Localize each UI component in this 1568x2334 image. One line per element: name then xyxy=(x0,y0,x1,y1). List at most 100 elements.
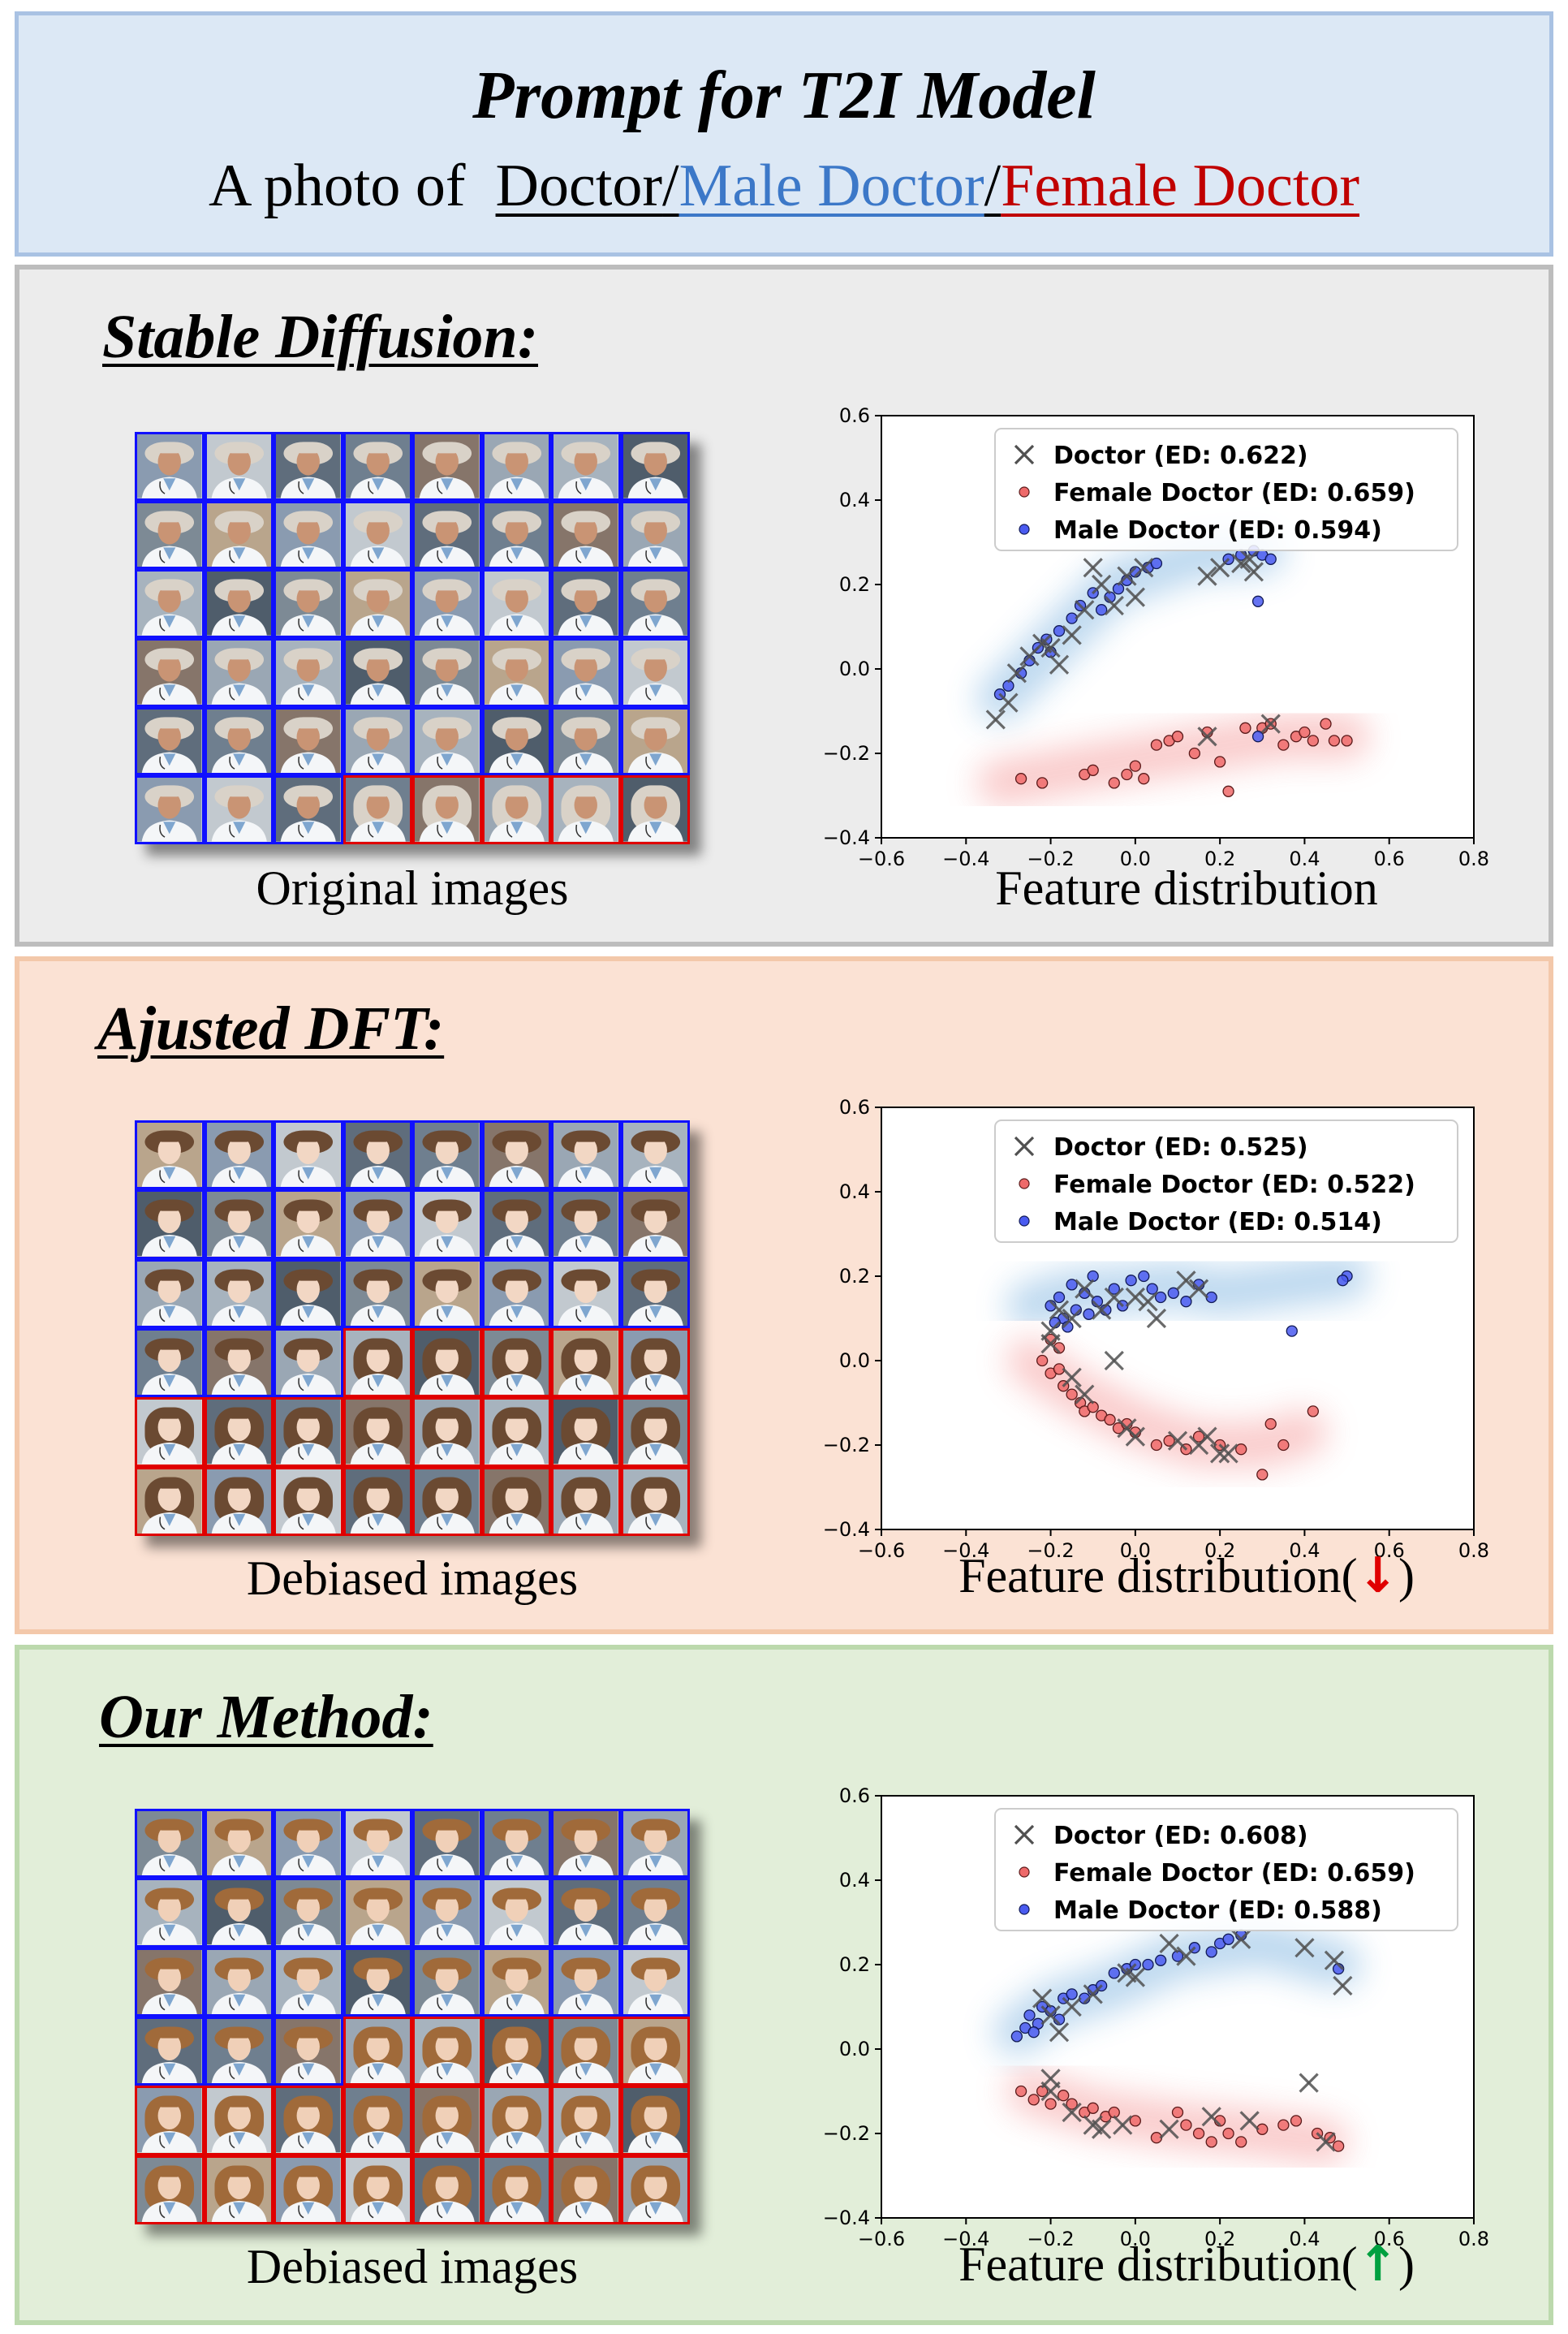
male-doctor-photo xyxy=(204,1258,274,1328)
female-doctor-photo xyxy=(204,1466,274,1536)
legend-label: Male Doctor (ED: 0.514) xyxy=(1053,1208,1382,1236)
prompt-female-doctor: Female Doctor xyxy=(1001,153,1360,219)
doctor-point xyxy=(1125,587,1145,607)
doctor-point xyxy=(1316,2132,1336,2152)
male-doctor-photo xyxy=(412,1947,482,2017)
x-tick-label: −0.4 xyxy=(942,848,989,870)
male-doctor-photo xyxy=(274,637,343,707)
doctor-point xyxy=(1159,2119,1179,2139)
x-tick-label: −0.4 xyxy=(942,1539,989,1562)
male-doctor-photo xyxy=(274,1189,343,1259)
male-density-band xyxy=(977,528,1286,722)
male-doctor-photo xyxy=(204,1189,274,1259)
male-doctor-photo xyxy=(342,1258,412,1328)
feature-distribution-chart: −0.6 −0.4 −0.2 0.0 0.2 0.4 0.6 0.8−0.4−0.20.00.… xyxy=(823,1096,1489,1562)
male-doctor-point xyxy=(1066,1988,1078,2000)
legend: Doctor (ED: 0.608) Female Doctor (ED: 0.6… xyxy=(994,1808,1458,1931)
x-tick-label: 0.0 xyxy=(1120,848,1151,870)
section-title-adjusted-dft: Ajusted DFT: xyxy=(97,994,445,1063)
male-doctor-photo xyxy=(342,500,412,570)
y-tick-label: 0.4 xyxy=(839,489,870,511)
female-doctor-point xyxy=(1290,2115,1303,2127)
male-doctor-photo xyxy=(135,1120,205,1190)
male-doctor-photo xyxy=(481,1878,551,1948)
male-doctor-point xyxy=(1286,1325,1298,1337)
female-doctor-point xyxy=(1163,1434,1175,1447)
female-doctor-point xyxy=(1104,1413,1116,1426)
chart-caption: Feature distribution(↑) xyxy=(854,2236,1519,2293)
male-doctor-photo xyxy=(135,637,205,707)
doctor-point xyxy=(1201,2107,1221,2127)
male-doctor-photo xyxy=(274,2017,343,2086)
doctor-point xyxy=(1104,595,1124,616)
male-doctor-photo xyxy=(135,500,205,570)
female-doctor-photo xyxy=(135,1397,205,1467)
male-doctor-photo xyxy=(620,569,690,638)
female-doctor-photo xyxy=(342,1466,412,1536)
male-doctor-photo xyxy=(135,1947,205,2017)
male-doctor-photo xyxy=(135,1809,205,1879)
male-doctor-photo xyxy=(481,1120,551,1190)
x-tick-label: 0.4 xyxy=(1289,1539,1320,1562)
male-doctor-photo xyxy=(342,706,412,776)
female-doctor-point xyxy=(1138,773,1150,785)
female-doctor-point xyxy=(1332,2140,1345,2152)
female-doctor-point xyxy=(1192,1430,1205,1443)
x-tick-label: −0.2 xyxy=(1027,2228,1074,2250)
female-doctor-photo xyxy=(620,2086,690,2155)
female-doctor-point xyxy=(1188,747,1201,760)
male-doctor-photo xyxy=(135,1258,205,1328)
prompt-line: A photo of Doctor/Male Doctor/Female Doc… xyxy=(19,152,1549,221)
chart-caption-text: Feature distribution( xyxy=(958,2237,1358,2291)
chart-caption-close: ) xyxy=(1398,1549,1415,1603)
male-doctor-point xyxy=(1125,1275,1137,1287)
male-doctor-photo xyxy=(274,1258,343,1328)
section-title-stable-diffusion: Stable Diffusion: xyxy=(102,303,539,371)
x-tick-label: 0.6 xyxy=(1374,848,1405,870)
x-tick-label: 0.6 xyxy=(1374,1539,1405,1562)
image-caption: Debiased images xyxy=(246,1551,579,1605)
doctor-point xyxy=(1040,2081,1061,2102)
doctor-point xyxy=(1104,1350,1124,1371)
doctor-point xyxy=(1062,2102,1082,2123)
photo-grid xyxy=(135,1120,690,1536)
male-doctor-photo xyxy=(481,569,551,638)
female-doctor-point xyxy=(1108,777,1120,789)
female-doctor-photo xyxy=(342,775,412,844)
male-doctor-photo xyxy=(342,1947,412,2017)
doctor-point xyxy=(985,710,1006,730)
doctor-point xyxy=(1083,558,1103,578)
male-doctor-photo xyxy=(204,775,274,844)
female-doctor-point xyxy=(1320,718,1332,730)
female-doctor-point xyxy=(1222,785,1234,797)
male-doctor-point xyxy=(1150,557,1163,570)
male-doctor-photo xyxy=(412,1809,482,1879)
male-doctor-point xyxy=(1027,2026,1040,2038)
x-tick-label: −0.6 xyxy=(858,2228,905,2250)
arrow-up-icon: ↑ xyxy=(1357,2236,1398,2293)
female-doctor-photo xyxy=(204,2155,274,2224)
male-doctor-photo xyxy=(274,775,343,844)
y-tick-label: −0.2 xyxy=(823,2122,870,2145)
y-tick-label: 0.2 xyxy=(839,573,870,596)
doctor-point xyxy=(1125,1426,1145,1447)
doctor-point xyxy=(1239,2111,1260,2131)
female-doctor-point xyxy=(1027,2094,1040,2106)
chart-caption: Feature distribution xyxy=(854,861,1519,917)
male-doctor-photo xyxy=(135,432,205,501)
female-doctor-point xyxy=(1066,1388,1078,1400)
male-doctor-photo xyxy=(204,1809,274,1879)
male-doctor-photo xyxy=(135,1189,205,1259)
y-tick-label: 0.6 xyxy=(839,1784,870,1807)
legend-doctor-marker xyxy=(1014,1824,1035,1845)
doctor-point xyxy=(1134,558,1154,578)
doctor-point xyxy=(1243,562,1264,582)
male-doctor-photo xyxy=(481,637,551,707)
doctor-point xyxy=(1188,1279,1209,1299)
male-doctor-photo xyxy=(620,1189,690,1259)
female-doctor-photo xyxy=(481,2086,551,2155)
x-tick-label: −0.4 xyxy=(942,2228,989,2250)
female-doctor-point xyxy=(1036,1354,1049,1367)
male-doctor-photo xyxy=(135,1878,205,1948)
female-doctor-point xyxy=(1014,773,1027,785)
